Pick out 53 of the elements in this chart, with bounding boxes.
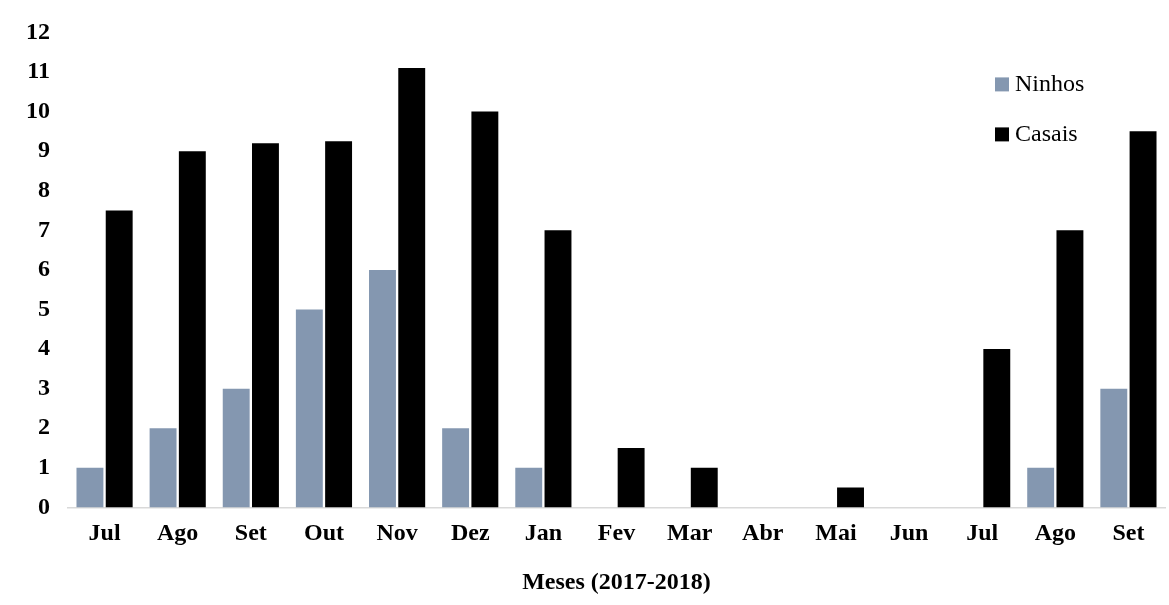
x-tick-label: Ago — [157, 519, 199, 545]
x-tick-label: Jan — [524, 519, 563, 545]
x-axis-title: Meses (2017-2018) — [522, 567, 711, 594]
bar — [471, 111, 499, 508]
bar — [325, 141, 353, 508]
legend-label: Ninhos — [1015, 69, 1085, 96]
y-tick-label: 12 — [26, 17, 50, 44]
y-tick-label: 1 — [38, 453, 50, 480]
bar — [515, 467, 543, 508]
bar — [1129, 131, 1157, 508]
y-tick-label: 11 — [27, 57, 50, 84]
bar — [442, 428, 470, 508]
bar — [105, 210, 133, 508]
bar — [222, 388, 250, 508]
x-tick-label: Jun — [889, 519, 929, 545]
x-tick-label: Abr — [742, 519, 784, 545]
y-tick-label: 5 — [38, 294, 50, 321]
y-tick-label: 4 — [38, 334, 50, 361]
x-tick-label: Jul — [88, 519, 121, 545]
x-tick-label: Ago — [1034, 519, 1076, 545]
y-tick-label: 6 — [38, 255, 50, 282]
x-tick-label: Set — [234, 519, 267, 545]
x-tick-label: Nov — [376, 519, 418, 545]
x-tick-label: Out — [303, 519, 344, 545]
bar — [252, 143, 279, 508]
bar — [178, 151, 206, 508]
x-tick-label: Jul — [966, 519, 999, 545]
y-tick-label: 2 — [38, 413, 50, 440]
y-tick-label: 0 — [38, 492, 50, 519]
y-tick-label: 3 — [38, 373, 50, 400]
x-tick-label: Dez — [450, 519, 490, 545]
bar — [983, 349, 1011, 508]
bar — [1100, 388, 1128, 508]
bar — [1056, 230, 1084, 508]
bar — [690, 467, 718, 508]
y-tick-label: 10 — [26, 96, 50, 123]
bar — [76, 467, 104, 508]
legend-label: Casais — [1015, 119, 1078, 146]
x-tick-label: Set — [1112, 519, 1145, 545]
bar — [837, 487, 864, 508]
bar — [1027, 467, 1055, 508]
bar — [398, 68, 426, 508]
bar — [617, 448, 645, 508]
bar — [544, 230, 572, 508]
y-tick-label: 9 — [38, 136, 50, 163]
y-tick-label: 8 — [38, 175, 50, 202]
bar — [369, 269, 396, 508]
x-tick-label: Mar — [666, 519, 713, 545]
y-tick-label: 7 — [38, 215, 50, 242]
bar — [149, 428, 177, 508]
x-tick-label: Mai — [815, 519, 857, 545]
bar — [295, 309, 323, 508]
x-tick-label: Fev — [597, 519, 636, 545]
